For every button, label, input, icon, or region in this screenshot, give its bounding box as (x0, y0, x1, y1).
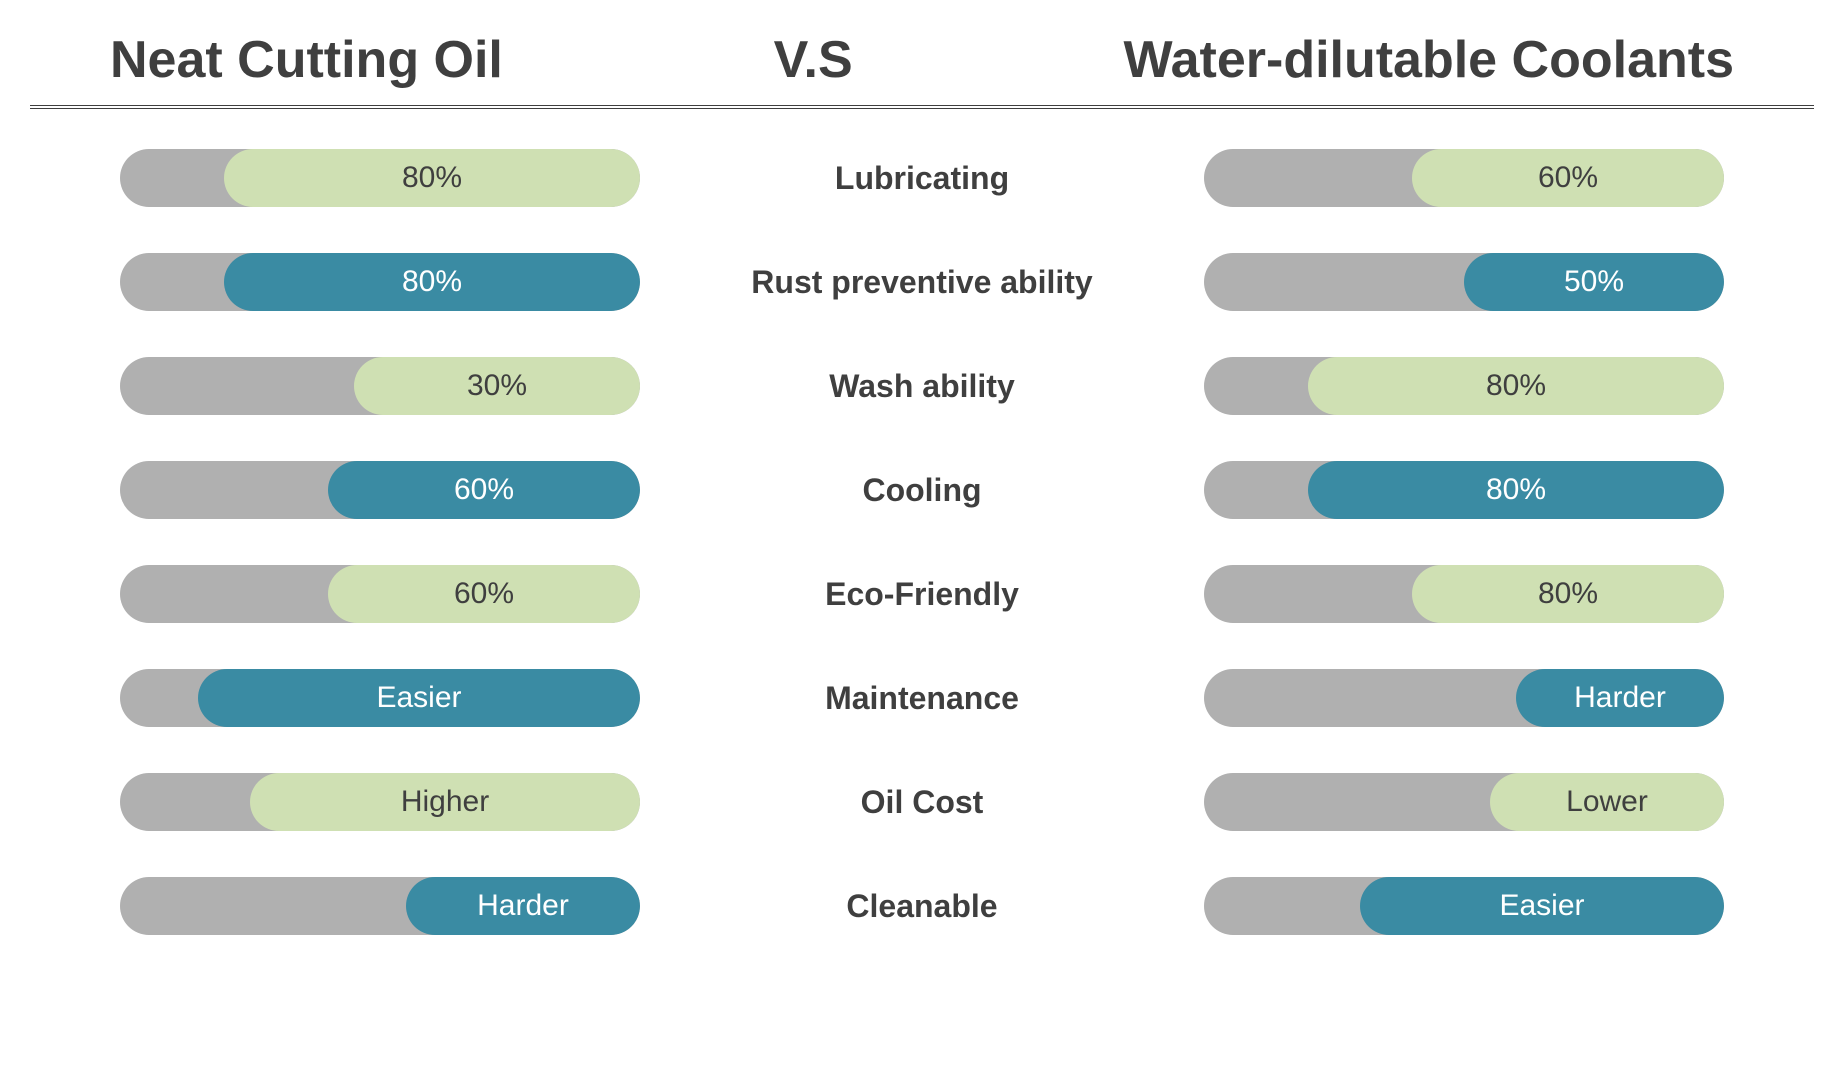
right-bar-fill: 80% (1308, 357, 1724, 415)
header-divider (30, 105, 1814, 109)
left-bar: Higher (120, 773, 640, 831)
rows-container: 80%Lubricating60%80%Rust preventive abil… (20, 149, 1824, 935)
row-label: Oil Cost (640, 784, 1204, 821)
comparison-row: 80%Rust preventive ability 50% (120, 253, 1724, 311)
comparison-row: 60%Cooling 80% (120, 461, 1724, 519)
left-bar: 30% (120, 357, 640, 415)
left-bar: 80% (120, 149, 640, 207)
left-bar: Harder (120, 877, 640, 935)
left-bar-fill: 30% (354, 357, 640, 415)
row-label: Lubricating (640, 160, 1204, 197)
right-bar: Harder (1204, 669, 1724, 727)
left-bar-fill: Higher (250, 773, 640, 831)
right-bar: 80% (1204, 461, 1724, 519)
right-bar: 60% (1204, 149, 1724, 207)
right-bar: Easier (1204, 877, 1724, 935)
left-bar: 60% (120, 565, 640, 623)
right-bar: 80% (1204, 565, 1724, 623)
comparison-row: HigherOil Cost Lower (120, 773, 1724, 831)
row-label: Cleanable (640, 888, 1204, 925)
right-bar-fill: 80% (1412, 565, 1724, 623)
comparison-row: 60%Eco-Friendly 80% (120, 565, 1724, 623)
comparison-infographic: Neat Cutting Oil V.S Water-dilutable Coo… (0, 0, 1844, 935)
row-label: Eco-Friendly (640, 576, 1204, 613)
header: Neat Cutting Oil V.S Water-dilutable Coo… (20, 30, 1824, 105)
left-bar-fill: 60% (328, 461, 640, 519)
right-bar: Lower (1204, 773, 1724, 831)
left-bar-fill: 60% (328, 565, 640, 623)
left-bar-fill: 80% (224, 149, 640, 207)
right-bar-fill: Harder (1516, 669, 1724, 727)
right-bar: 80% (1204, 357, 1724, 415)
comparison-row: 30%Wash ability 80% (120, 357, 1724, 415)
row-label: Wash ability (640, 368, 1204, 405)
left-bar: 80% (120, 253, 640, 311)
right-bar-fill: 60% (1412, 149, 1724, 207)
header-vs: V.S (774, 30, 853, 90)
left-bar-fill: Easier (198, 669, 640, 727)
right-bar: 50% (1204, 253, 1724, 311)
left-bar: 60% (120, 461, 640, 519)
right-bar-fill: Lower (1490, 773, 1724, 831)
row-label: Cooling (640, 472, 1204, 509)
left-bar-fill: 80% (224, 253, 640, 311)
header-right-title: Water-dilutable Coolants (1123, 30, 1734, 90)
row-label: Rust preventive ability (640, 264, 1204, 301)
comparison-row: HarderCleanable Easier (120, 877, 1724, 935)
header-left-title: Neat Cutting Oil (110, 30, 503, 90)
right-bar-fill: 80% (1308, 461, 1724, 519)
left-bar: Easier (120, 669, 640, 727)
right-bar-fill: 50% (1464, 253, 1724, 311)
comparison-row: EasierMaintenance Harder (120, 669, 1724, 727)
comparison-row: 80%Lubricating 60% (120, 149, 1724, 207)
row-label: Maintenance (640, 680, 1204, 717)
left-bar-fill: Harder (406, 877, 640, 935)
right-bar-fill: Easier (1360, 877, 1724, 935)
